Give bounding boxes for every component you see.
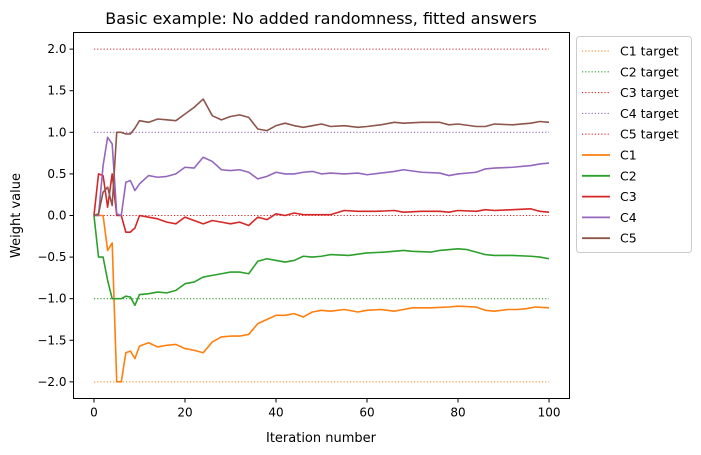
legend-label-c2: C2 (620, 168, 637, 183)
x-axis-label: Iteration number (266, 431, 377, 446)
x-axis: 0 20 40 60 80 100 (90, 398, 561, 420)
legend-label-c2-target: C2 target (620, 64, 679, 79)
y-axis: −2.0 −1.5 −1.0 −0.5 0.0 0.5 1.0 1.5 2.0 (37, 42, 74, 389)
series-line-c3 (93, 173, 550, 233)
legend: C1 target C2 target C3 target C4 target C5 t… (576, 36, 692, 253)
y-tick-label: 2.0 (47, 42, 66, 56)
legend-label-c3: C3 (620, 189, 637, 204)
y-tick-label: 1.0 (47, 125, 66, 139)
legend-label-c3-target: C3 target (620, 85, 679, 100)
y-tick-label: 1.5 (47, 84, 66, 98)
y-axis-label: Weight value (9, 173, 24, 258)
legend-label-c5: C5 (620, 231, 637, 246)
y-tick-label: −1.5 (37, 333, 66, 347)
y-tick-label: 0.0 (47, 209, 66, 223)
series-line-c4 (93, 136, 550, 217)
legend-label-c4: C4 (620, 210, 637, 225)
chart-title: Basic example: No added randomness, fitt… (105, 9, 537, 28)
series-line-c1 (93, 214, 550, 383)
series-line-c5 (93, 98, 550, 217)
x-tick-label: 60 (359, 406, 374, 420)
y-tick-label: −0.5 (37, 250, 66, 264)
y-tick-label: 0.5 (47, 167, 66, 181)
y-tick-label: −2.0 (37, 375, 66, 389)
x-tick-label: 100 (538, 406, 561, 420)
x-tick-label: 0 (90, 406, 98, 420)
legend-label-c5-target: C5 target (620, 127, 679, 142)
legend-label-c1: C1 (620, 148, 637, 163)
y-tick-label: −1.0 (37, 292, 66, 306)
series-line-c2 (93, 215, 550, 307)
legend-label-c4-target: C4 target (620, 106, 679, 121)
legend-box (576, 36, 692, 253)
x-tick-label: 20 (177, 406, 192, 420)
plot-area (93, 48, 550, 383)
legend-label-c1-target: C1 target (620, 44, 679, 59)
x-tick-label: 80 (450, 406, 465, 420)
x-tick-label: 40 (268, 406, 283, 420)
